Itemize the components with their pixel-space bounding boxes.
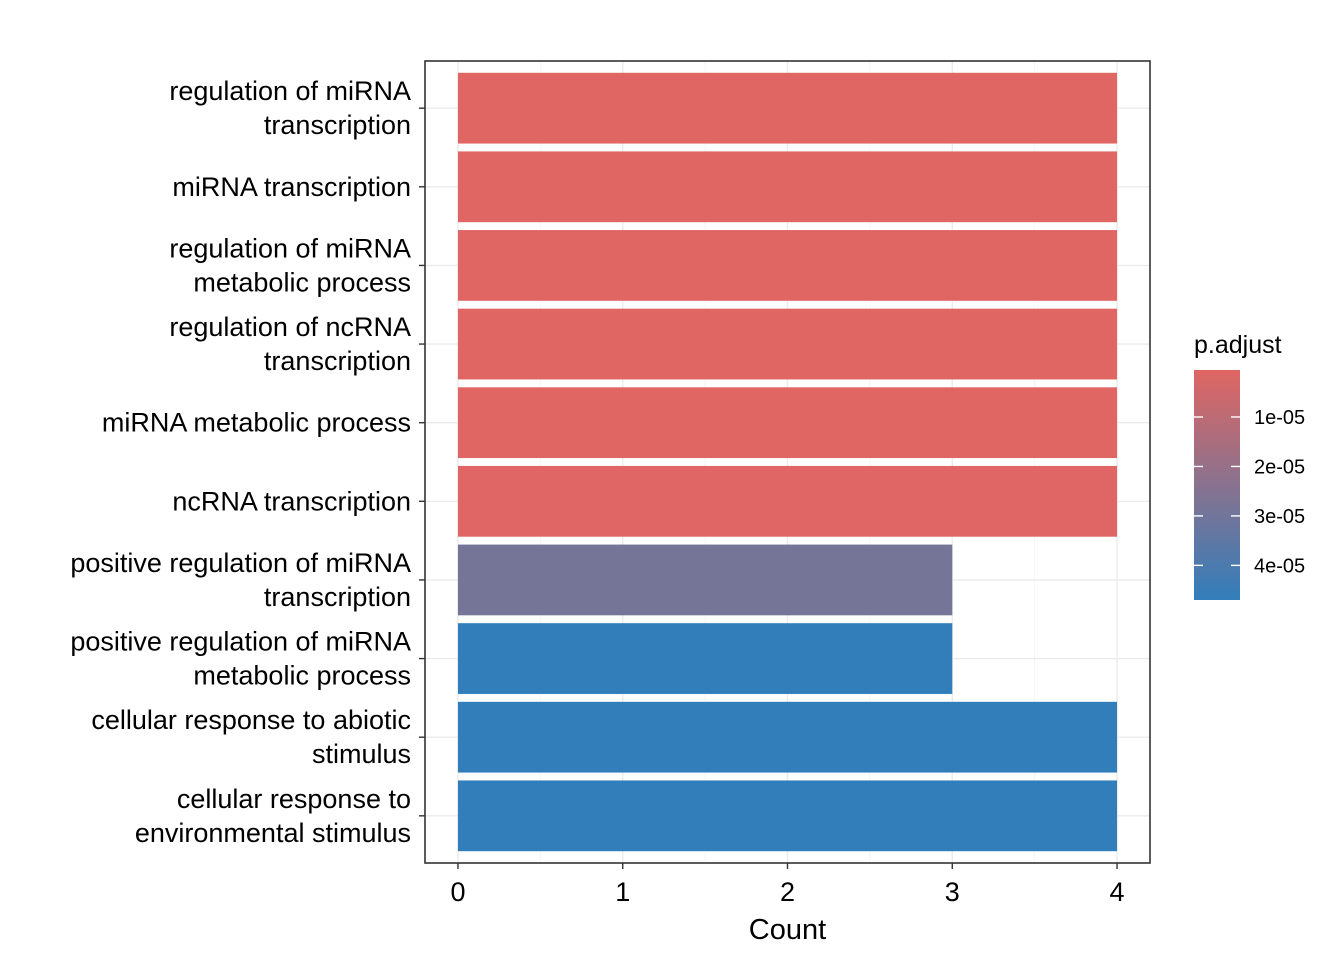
bar bbox=[457, 230, 1118, 301]
y-tick-label: cellular response to bbox=[177, 784, 411, 814]
y-tick-label: regulation of miRNA bbox=[169, 76, 411, 106]
y-tick-label: miRNA metabolic process bbox=[102, 408, 411, 438]
y-tick-label: ncRNA transcription bbox=[172, 486, 411, 516]
y-tick-label: positive regulation of miRNA bbox=[70, 627, 411, 657]
y-tick-label: transcription bbox=[264, 582, 411, 612]
legend-title: p.adjust bbox=[1194, 331, 1282, 359]
y-tick-label: regulation of ncRNA bbox=[169, 312, 411, 342]
y-tick-label: stimulus bbox=[312, 739, 411, 769]
bar bbox=[457, 780, 1118, 852]
bars bbox=[457, 72, 1118, 852]
y-tick-label: transcription bbox=[264, 346, 411, 376]
y-tick-label: metabolic process bbox=[193, 661, 411, 691]
bar bbox=[457, 623, 953, 694]
bar bbox=[457, 701, 1118, 773]
y-tick-label: transcription bbox=[264, 110, 411, 140]
legend-tick-label: 3e-05 bbox=[1254, 506, 1305, 528]
x-tick-label: 1 bbox=[615, 877, 630, 907]
legend-tick-label: 1e-05 bbox=[1254, 407, 1305, 429]
bar bbox=[457, 72, 1118, 144]
x-axis: 0 1 2 3 4 bbox=[450, 863, 1125, 907]
bar bbox=[457, 308, 1118, 380]
y-tick-label: metabolic process bbox=[193, 267, 411, 297]
y-tick-label: environmental stimulus bbox=[135, 818, 411, 848]
x-tick-label: 3 bbox=[945, 877, 960, 907]
legend-colorbar bbox=[1194, 370, 1240, 600]
bar bbox=[457, 151, 1118, 223]
x-tick-label: 4 bbox=[1110, 877, 1125, 907]
x-axis-title: Count bbox=[749, 914, 826, 946]
legend-tick-label: 4e-05 bbox=[1254, 555, 1305, 577]
y-axis: regulation of miRNA transcription miRNA tr… bbox=[70, 76, 425, 848]
bar bbox=[457, 465, 1118, 537]
y-tick-label: regulation of miRNA bbox=[169, 233, 411, 263]
color-legend: p.adjust 1e-05 2e-05 3e-05 4e-05 bbox=[1194, 331, 1305, 600]
x-tick-label: 2 bbox=[780, 877, 795, 907]
y-tick-label: cellular response to abiotic bbox=[91, 705, 411, 735]
bar bbox=[457, 387, 1118, 459]
x-tick-label: 0 bbox=[450, 877, 465, 907]
legend-tick-label: 2e-05 bbox=[1254, 456, 1305, 478]
y-tick-label: miRNA transcription bbox=[172, 172, 411, 202]
legend-ticks: 1e-05 2e-05 3e-05 4e-05 bbox=[1194, 407, 1305, 577]
bar bbox=[457, 544, 953, 616]
y-tick-label: positive regulation of miRNA bbox=[70, 548, 411, 578]
